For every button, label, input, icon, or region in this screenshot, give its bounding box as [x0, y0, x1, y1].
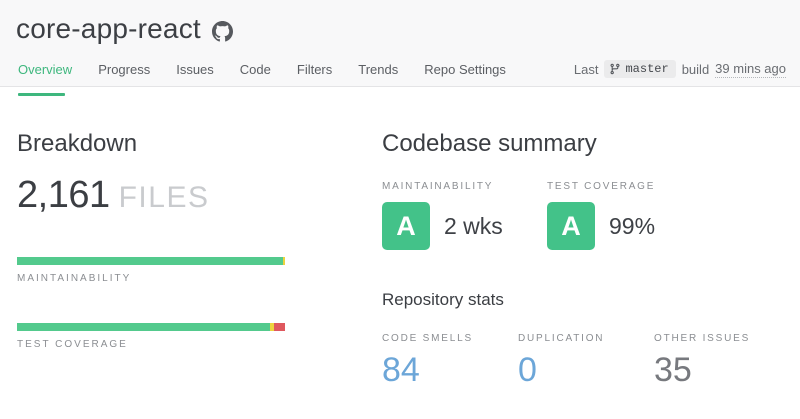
git-branch-icon [610, 63, 620, 75]
test-coverage-metric-value: A 99% [547, 202, 712, 250]
nav-row: Overview Progress Issues Code Filters Tr… [18, 60, 786, 78]
tab-filters[interactable]: Filters [296, 61, 333, 77]
tab-bar: Overview Progress Issues Code Filters Tr… [18, 62, 506, 77]
tab-code[interactable]: Code [239, 61, 271, 77]
test-coverage-value: 99% [609, 212, 656, 239]
last-build-prefix: Last [573, 61, 599, 77]
meter-segment-poor [274, 323, 285, 331]
main-content: Breakdown 2,161 FILES MAINTAINABILITY TE… [0, 88, 800, 419]
branch-badge[interactable]: master [604, 60, 676, 78]
title-row: core-app-react [0, 0, 800, 45]
files-count: 2,161 [17, 174, 110, 216]
duplication-value[interactable]: 0 [518, 351, 537, 389]
last-build-middle: build [681, 61, 710, 77]
repository-stats-title: Repository stats [382, 290, 504, 309]
meter-segment-warning [269, 323, 274, 331]
repository-stats: CODE SMELLS 84 DUPLICATION 0 OTHER ISSUE… [382, 333, 790, 388]
build-time-link[interactable]: 39 mins ago [715, 60, 786, 78]
meter-segment-warning [282, 257, 285, 265]
maintainability-metric-value: A 2 wks [382, 202, 547, 250]
summary-metrics: MAINTAINABILITY A 2 wks TEST COVERAGE A … [382, 181, 790, 250]
test-coverage-grade-badge[interactable]: A [547, 202, 595, 250]
other-issues-label: OTHER ISSUES [654, 333, 751, 344]
last-build-info: Last master build 39 mins ago [574, 60, 786, 78]
breakdown-section: Breakdown 2,161 FILES MAINTAINABILITY TE… [17, 130, 285, 350]
maintainability-bar-label: MAINTAINABILITY [17, 273, 132, 284]
other-issues-stat: OTHER ISSUES 35 [654, 333, 790, 388]
tab-repo-settings[interactable]: Repo Settings [424, 61, 506, 77]
repo-header: core-app-react Overview Progress Issues … [0, 0, 800, 87]
meter-segment-good [17, 257, 283, 265]
tab-progress[interactable]: Progress [98, 61, 151, 77]
codebase-summary-section: Codebase summary MAINTAINABILITY A 2 wks… [382, 130, 790, 388]
test-coverage-metric-label: TEST COVERAGE [547, 181, 656, 192]
files-label: FILES [118, 181, 210, 214]
code-smells-value[interactable]: 84 [382, 351, 420, 389]
test-coverage-bar-label: TEST COVERAGE [17, 339, 128, 350]
code-smells-stat: CODE SMELLS 84 [382, 333, 518, 388]
tab-trends[interactable]: Trends [358, 61, 399, 77]
test-coverage-metric: TEST COVERAGE A 99% [547, 181, 712, 250]
duplication-stat: DUPLICATION 0 [518, 333, 654, 388]
repo-title: core-app-react [16, 13, 201, 44]
meter-segment-good [17, 323, 270, 331]
maintainability-value: 2 wks [444, 212, 503, 239]
test-coverage-bar-block: TEST COVERAGE [17, 323, 285, 350]
tab-overview[interactable]: Overview [18, 61, 73, 77]
maintainability-grade-badge[interactable]: A [382, 202, 430, 250]
active-tab-underline [18, 93, 65, 96]
other-issues-value[interactable]: 35 [654, 351, 692, 389]
maintainability-metric: MAINTAINABILITY A 2 wks [382, 181, 547, 250]
files-count-line: 2,161 FILES [17, 174, 285, 217]
github-icon[interactable] [211, 17, 233, 42]
maintainability-bar-block: MAINTAINABILITY [17, 257, 285, 284]
test-coverage-meter[interactable] [17, 323, 285, 331]
maintainability-meter[interactable] [17, 257, 285, 265]
codebase-summary-title: Codebase summary [382, 130, 597, 157]
branch-name: master [625, 62, 669, 76]
maintainability-metric-label: MAINTAINABILITY [382, 181, 494, 192]
tab-issues[interactable]: Issues [176, 61, 214, 77]
code-smells-label: CODE SMELLS [382, 333, 473, 344]
breakdown-title: Breakdown [17, 130, 138, 157]
duplication-label: DUPLICATION [518, 333, 605, 344]
